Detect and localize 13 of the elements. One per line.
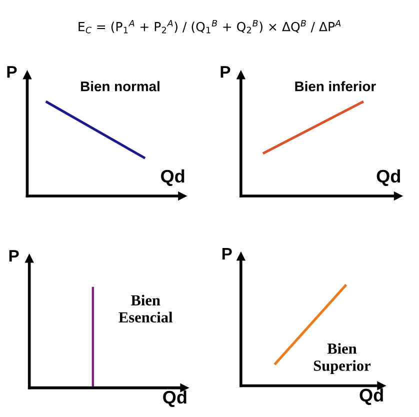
x-axis-title: Qd <box>376 169 400 186</box>
y-axis-title: P <box>9 250 19 262</box>
y-axis-title: P <box>222 248 232 260</box>
annotation: Bien Superior <box>314 343 371 374</box>
y-axis-title: P <box>220 66 230 78</box>
text: Bien normal <box>81 81 160 92</box>
text: E$_{C}$ = (P$_{1}$$^{A}$ + P$_{2}$$^{A}$) / (Q$_{1}$$^{B}$ + Q$_{2}$$^{B}$) × ΔQ$^{B}$ / ΔP$^{A}$ <box>78 20 341 34</box>
text: Bien inferior <box>295 81 376 92</box>
x-axis-title: Qd <box>360 388 383 405</box>
x-axis-title: Qd <box>163 390 186 408</box>
x-axis-title: Qd <box>161 169 184 186</box>
text: Bien Esencial <box>118 294 172 323</box>
y-axis-title: P <box>7 66 17 78</box>
